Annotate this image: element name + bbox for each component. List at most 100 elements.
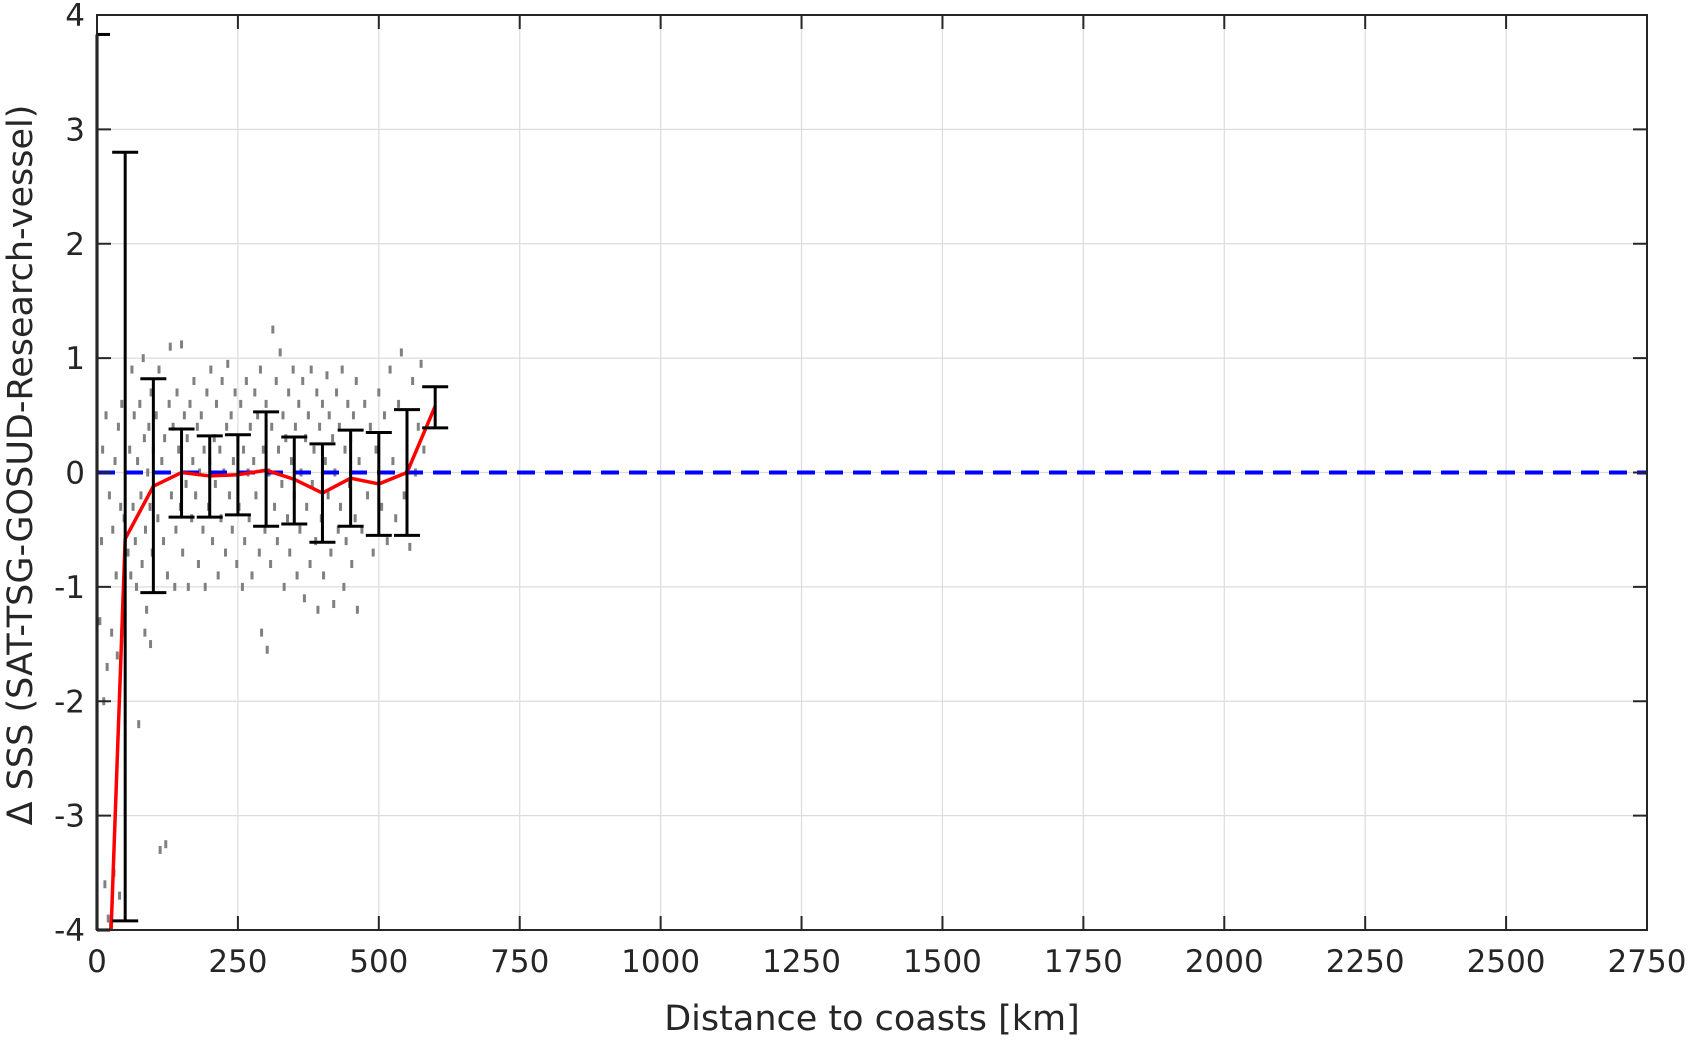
scatter-point xyxy=(160,457,164,466)
scatter-point xyxy=(211,537,215,546)
scatter-point xyxy=(323,457,327,466)
error-bars xyxy=(95,32,449,932)
scatter-point xyxy=(315,388,319,397)
scatter-point xyxy=(243,537,247,546)
scatter-point xyxy=(136,457,140,466)
scatter-point xyxy=(143,525,147,534)
scatter-point xyxy=(254,491,258,500)
scatter-point xyxy=(273,502,277,511)
x-tick-label: 2250 xyxy=(1326,944,1405,980)
scatter-point xyxy=(391,457,395,466)
scatter-point xyxy=(293,422,297,431)
x-axis-label: Distance to coasts [km] xyxy=(664,999,1080,1035)
scatter-point xyxy=(318,422,322,431)
scatter-point xyxy=(305,502,309,511)
scatter-point xyxy=(327,411,331,420)
scatter-point xyxy=(186,582,190,591)
scatter-point xyxy=(147,422,151,431)
scatter-point xyxy=(247,514,251,523)
scatter-point xyxy=(142,434,146,443)
scatter-point xyxy=(242,445,246,454)
scatter-points xyxy=(98,325,426,929)
scatter-point xyxy=(149,640,153,649)
scatter-point xyxy=(346,399,350,408)
scatter-point xyxy=(225,422,229,431)
scatter-point xyxy=(288,548,292,557)
scatter-point xyxy=(265,645,269,654)
scatter-point xyxy=(368,422,372,431)
scatter-point xyxy=(235,560,239,568)
scatter-point xyxy=(253,388,257,397)
x-tick-label: 1000 xyxy=(621,944,700,980)
scatter-point xyxy=(143,628,147,637)
scatter-point xyxy=(137,720,141,729)
scatter-point xyxy=(126,548,130,557)
x-tick-label: 750 xyxy=(490,944,549,980)
scatter-point xyxy=(154,411,158,420)
scatter-point xyxy=(227,491,231,500)
scatter-point xyxy=(350,560,354,568)
scatter-point xyxy=(316,605,320,614)
scatter-point xyxy=(278,348,282,357)
scatter-point xyxy=(366,491,370,500)
scatter-point xyxy=(141,354,145,363)
scatter-point xyxy=(133,537,137,546)
scatter-point xyxy=(191,457,195,466)
scatter-point xyxy=(394,514,398,523)
y-tick-label: -4 xyxy=(54,913,85,949)
x-tick-label: 2000 xyxy=(1185,944,1264,980)
scatter-point xyxy=(371,548,375,557)
scatter-point xyxy=(411,377,415,385)
scatter-point xyxy=(224,548,228,557)
scatter-point xyxy=(377,388,381,397)
scatter-point xyxy=(248,422,252,431)
scatter-point xyxy=(167,399,171,408)
scatter-point xyxy=(388,365,392,374)
scatter-point xyxy=(274,377,278,385)
scatter-point xyxy=(402,491,406,500)
scatter-point xyxy=(275,537,279,546)
scatter-point xyxy=(397,399,401,408)
scatter-point xyxy=(180,340,184,349)
scatter-point xyxy=(240,582,244,591)
scatter-point xyxy=(357,457,361,466)
x-tick-label: 1500 xyxy=(903,944,982,980)
scatter-point xyxy=(295,571,299,580)
scatter-point xyxy=(231,457,235,466)
scatter-point xyxy=(175,388,179,397)
scatter-point xyxy=(205,388,209,397)
scatter-point xyxy=(146,468,150,477)
scatter-point xyxy=(264,399,268,408)
scatter-point xyxy=(422,445,426,454)
scatter-point xyxy=(128,445,132,454)
scatter-point xyxy=(374,445,378,454)
scatter-point xyxy=(115,651,119,660)
scatter-point xyxy=(408,542,412,551)
x-tick-label: 2750 xyxy=(1608,944,1687,980)
scatter-point xyxy=(385,537,389,546)
scatter-point xyxy=(101,445,105,454)
scatter-point xyxy=(263,525,267,534)
scatter-point xyxy=(100,537,104,546)
y-tick-label: -2 xyxy=(54,684,85,720)
scatter-point xyxy=(156,514,160,523)
scatter-point xyxy=(338,502,342,511)
x-tick-label: 2500 xyxy=(1467,944,1546,980)
scatter-point xyxy=(145,605,149,614)
scatter-point xyxy=(139,491,143,500)
scatter-point xyxy=(138,399,142,408)
scatter-point xyxy=(169,491,173,500)
scatter-point xyxy=(149,388,153,397)
scatter-point xyxy=(269,560,273,568)
y-tick-label: 3 xyxy=(65,112,85,148)
scatter-point xyxy=(214,399,218,408)
scatter-point xyxy=(182,411,186,420)
scatter-point xyxy=(351,411,355,420)
scatter-point xyxy=(340,365,344,374)
scatter-point xyxy=(111,525,115,534)
scatter-point xyxy=(329,548,333,557)
scatter-point xyxy=(270,422,274,431)
scatter-point xyxy=(399,348,403,357)
scatter-point xyxy=(244,377,248,385)
scatter-point xyxy=(252,457,256,466)
